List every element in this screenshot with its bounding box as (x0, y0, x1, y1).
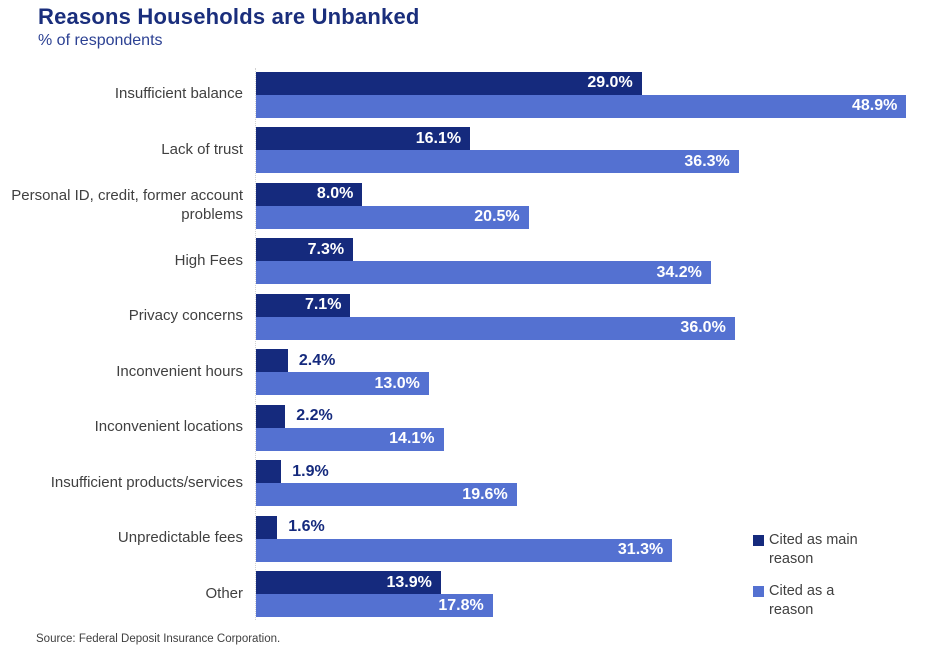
chart-row: Insufficient products/services 1.9% 19.6% (0, 456, 933, 512)
value-label: 36.0% (680, 319, 726, 336)
bar-group: 8.0% 20.5% (256, 182, 921, 229)
bar-a-reason: 17.8% (256, 594, 493, 617)
category-label: Lack of trust (161, 140, 243, 158)
chart-row: Lack of trust 16.1% 36.3% (0, 123, 933, 179)
category-label: Other (205, 584, 243, 602)
chart-subtitle: % of respondents (38, 32, 163, 49)
legend: Cited as main reason Cited as a reason (753, 531, 898, 632)
value-label: 19.6% (462, 485, 508, 503)
value-label: 20.5% (474, 208, 520, 225)
category-label: Insufficient balance (114, 85, 243, 103)
bar-group: 29.0% 48.9% (256, 71, 921, 118)
value-label: 1.9% (292, 462, 329, 480)
value-label: 31.3% (617, 541, 664, 558)
chart-row: Inconvenient hours 2.4% 13.0% (0, 345, 933, 401)
value-label: 13.0% (374, 374, 420, 392)
value-label: 16.1% (415, 129, 462, 147)
chart-title: Reasons Households are Unbanked (38, 4, 420, 29)
bar-main-reason: 29.0% (256, 71, 642, 95)
bar-group: 7.3% 34.2% (256, 238, 921, 284)
legend-item: Cited as a reason (753, 582, 898, 620)
value-label: 7.1% (304, 296, 342, 313)
legend-item: Cited as main reason (753, 531, 898, 569)
value-label: 29.0% (587, 74, 633, 91)
value-label: 8.0% (316, 185, 354, 202)
category-label: Insufficient products/services (50, 473, 243, 491)
bar-group: 16.1% 36.3% (256, 127, 921, 173)
bar-main-reason: 1.9% (256, 460, 329, 483)
bar-a-reason: 13.0% (256, 372, 429, 395)
legend-label: Cited as main reason (769, 532, 858, 567)
bar-group: 2.4% 13.0% (256, 349, 921, 395)
category-label: Personal ID, credit, former account prob… (11, 187, 243, 223)
bar-group: 7.1% 36.0% (256, 293, 921, 340)
axis-baseline (255, 68, 256, 620)
chart-row: Personal ID, credit, former account prob… (0, 178, 933, 234)
legend-swatch-icon (753, 585, 764, 597)
bar-a-reason: 36.3% (256, 150, 739, 173)
bar-a-reason: 14.1% (256, 427, 444, 451)
bar-a-reason: 20.5% (256, 205, 529, 229)
bar-main-reason: 7.3% (256, 238, 354, 261)
bar-main-reason: 8.0% (256, 182, 363, 206)
value-label: 2.4% (298, 351, 336, 369)
category-label: Privacy concerns (128, 307, 243, 325)
value-label: 1.6% (288, 518, 325, 535)
bar-main-reason: 2.4% (256, 349, 335, 372)
bar-main-reason: 1.6% (256, 515, 325, 539)
bar-group: 13.9% 17.8% (256, 571, 921, 617)
category-label: Inconvenient hours (116, 362, 243, 380)
source-note: Source: Federal Deposit Insurance Corpor… (36, 633, 281, 645)
bar-main-reason: 16.1% (256, 127, 471, 150)
value-label: 34.2% (656, 263, 702, 281)
legend-label: Cited as a reason (769, 582, 835, 618)
value-label: 17.8% (438, 596, 484, 614)
chart-row: High Fees 7.3% 34.2% (0, 234, 933, 290)
bar-a-reason: 31.3% (256, 538, 673, 562)
bar-a-reason: 36.0% (256, 316, 735, 340)
chart-row: Insufficient balance 29.0% 48.9% (0, 67, 933, 123)
category-label: Unpredictable fees (117, 529, 243, 547)
chart-row: Inconvenient locations 2.2% 14.1% (0, 400, 933, 456)
bar-a-reason: 34.2% (256, 261, 711, 284)
bar-main-reason: 2.2% (256, 404, 333, 428)
value-label: 13.9% (386, 573, 432, 591)
value-label: 36.3% (684, 152, 730, 170)
bar-main-reason: 7.1% (256, 293, 351, 317)
bar-group: 2.2% 14.1% (256, 404, 921, 451)
category-label: Inconvenient locations (94, 418, 243, 436)
chart-row: Privacy concerns 7.1% 36.0% (0, 289, 933, 345)
bar-group: 1.6% 31.3% (256, 515, 921, 562)
chart-row: Other 13.9% 17.8% (0, 567, 933, 623)
value-label: 14.1% (389, 430, 435, 447)
value-label: 7.3% (307, 240, 345, 258)
bar-main-reason: 13.9% (256, 571, 441, 594)
category-label: High Fees (174, 251, 243, 269)
bar-a-reason: 19.6% (256, 483, 517, 506)
bar-chart: Insufficient balance 29.0% 48.9% Lack of tr… (0, 67, 933, 622)
value-label: 48.9% (851, 97, 898, 114)
bar-group: 1.9% 19.6% (256, 460, 921, 506)
chart-row: Unpredictable fees 1.6% 31.3% (0, 511, 933, 567)
bar-a-reason: 48.9% (256, 94, 907, 118)
legend-swatch-icon (753, 535, 764, 546)
value-label: 2.2% (296, 407, 333, 424)
